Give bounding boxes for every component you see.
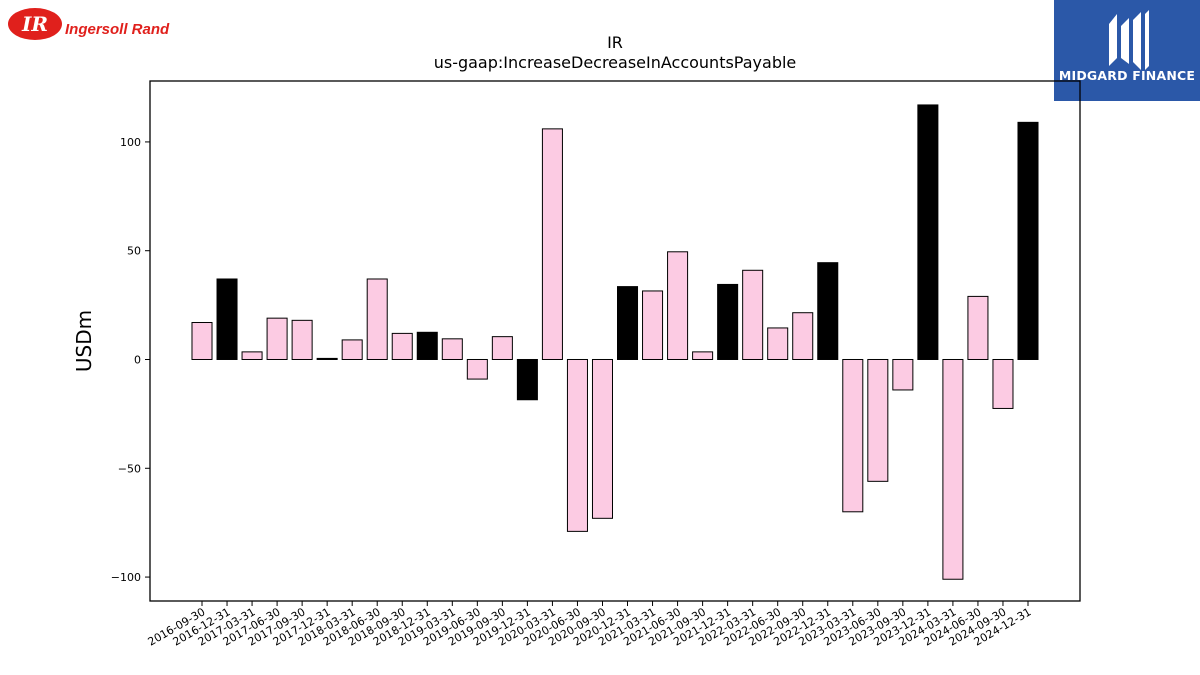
bar	[742, 269, 764, 360]
bar	[191, 322, 213, 360]
chart-subtitle: us-gaap:IncreaseDecreaseInAccountsPayabl…	[434, 53, 797, 72]
y-tick-label: 0	[134, 353, 141, 366]
bar	[441, 338, 463, 360]
plot-frame	[149, 80, 1081, 602]
bar	[366, 278, 388, 360]
y-tick-label: −50	[118, 462, 141, 475]
bar	[967, 295, 989, 360]
bar	[591, 358, 613, 519]
bar	[516, 358, 538, 401]
bar	[291, 319, 313, 360]
bar	[692, 351, 714, 360]
bar	[216, 278, 238, 360]
svg-text:IR: IR	[21, 12, 48, 36]
bar	[817, 262, 839, 360]
bar	[767, 327, 789, 360]
bar	[892, 358, 914, 391]
bar	[416, 331, 438, 360]
ingersoll-rand-logo: IR Ingersoll Rand	[6, 4, 176, 44]
x-axis: 2016-09-302016-12-312017-03-312017-06-30…	[146, 601, 1034, 649]
y-tick-label: 50	[127, 245, 141, 258]
bar	[241, 351, 263, 360]
midgard-finance-logo: MIDGARD FINANCE	[1054, 0, 1200, 101]
bar	[341, 339, 363, 360]
bar	[391, 332, 413, 360]
bar	[617, 286, 639, 360]
bar	[316, 357, 338, 360]
bar	[642, 290, 664, 360]
y-tick-label: 100	[120, 136, 141, 149]
bar	[667, 251, 689, 360]
bar	[792, 312, 814, 360]
bar-series	[191, 104, 1039, 580]
bar	[842, 358, 864, 513]
bar	[1017, 121, 1039, 360]
bar	[541, 128, 563, 360]
ingersoll-rand-wordmark: Ingersoll Rand	[65, 21, 170, 38]
bar	[566, 358, 588, 532]
bar	[992, 358, 1014, 409]
bar	[466, 358, 488, 380]
bar	[491, 336, 513, 360]
y-axis-label: USDm	[72, 310, 96, 372]
midgard-finance-wordmark: MIDGARD FINANCE	[1058, 68, 1196, 83]
bar	[942, 358, 964, 580]
y-axis: −100 −50 0 50 100	[111, 136, 150, 584]
chart-title: IR	[607, 33, 623, 52]
bar	[867, 358, 889, 482]
bar	[917, 104, 939, 360]
bar	[717, 283, 739, 360]
y-tick-label: −100	[111, 571, 141, 584]
bar	[266, 317, 288, 360]
